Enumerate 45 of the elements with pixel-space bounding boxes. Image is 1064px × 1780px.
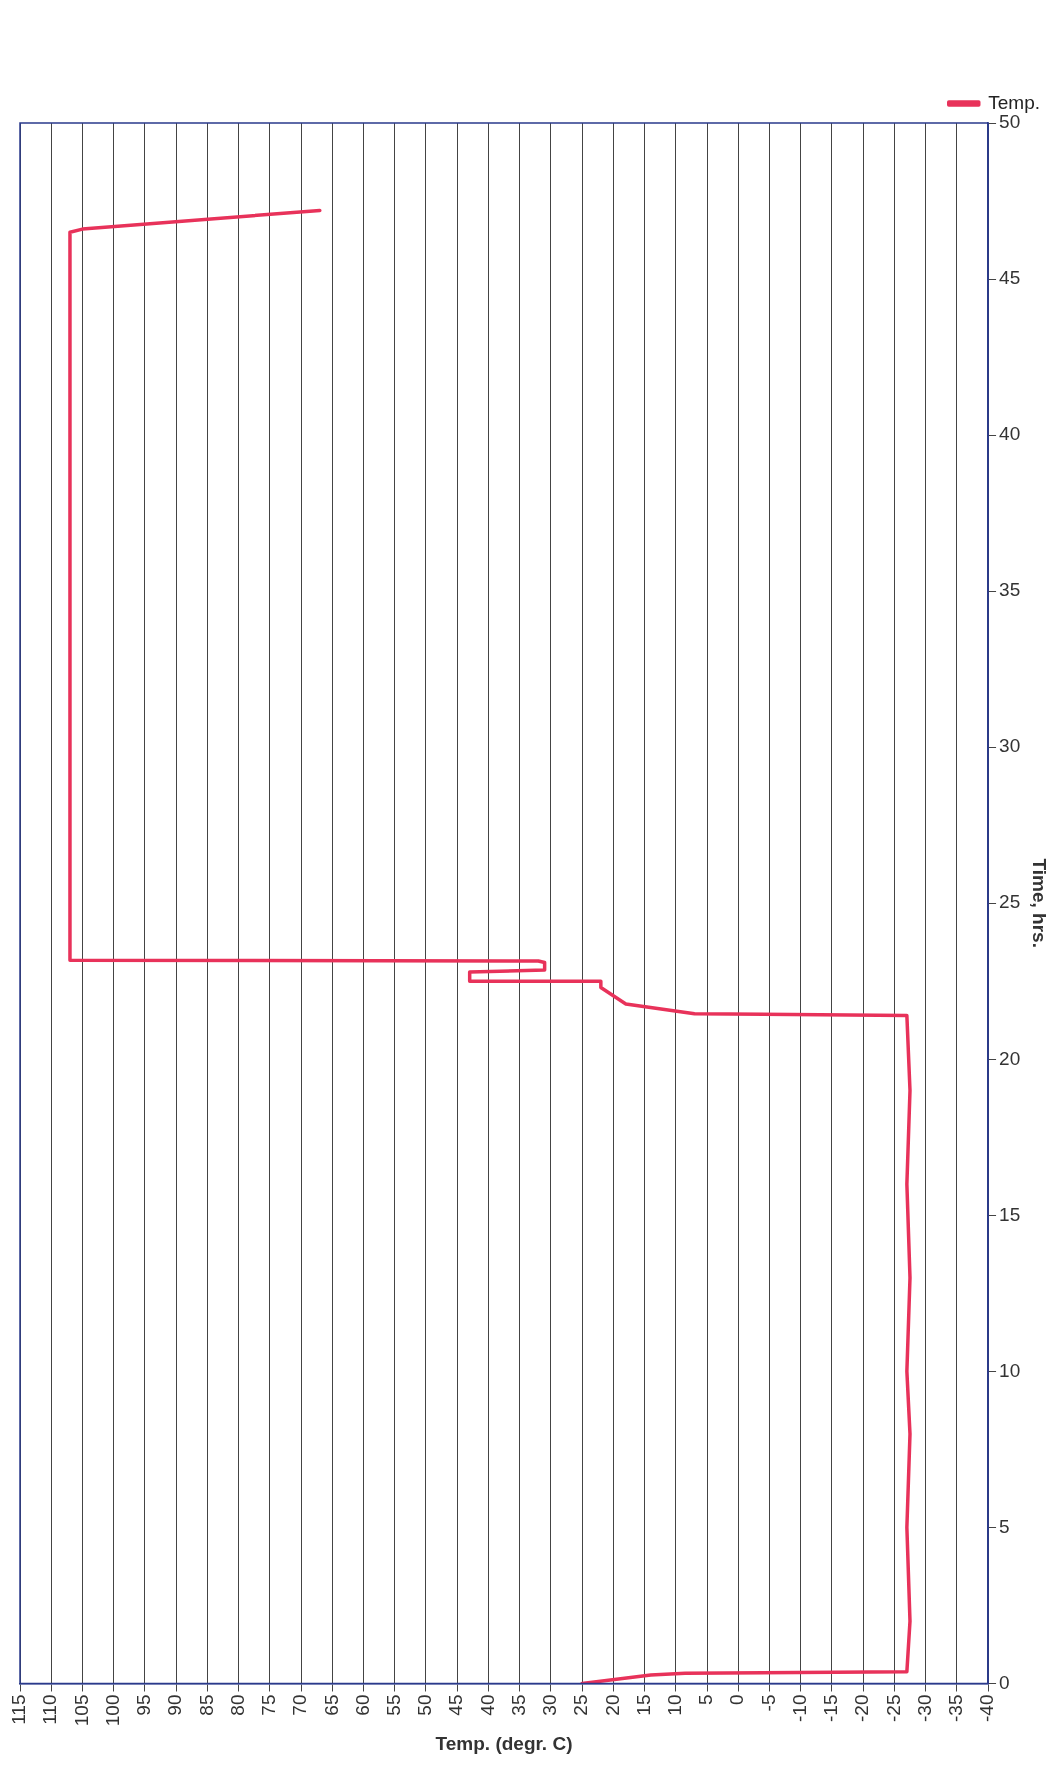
- x-tick-label: -20: [851, 1694, 873, 1722]
- x-tick-label: 90: [164, 1694, 186, 1716]
- x-tick-label: -25: [882, 1694, 904, 1722]
- x-tick-label: 85: [195, 1694, 217, 1716]
- x-tick-label: 10: [664, 1694, 686, 1716]
- x-tick-label: 95: [133, 1694, 155, 1716]
- x-tick-label: 40: [476, 1694, 498, 1716]
- x-tick-label: 20: [601, 1694, 623, 1716]
- y-tick-label: 25: [999, 891, 1021, 913]
- y-tick-label: 20: [999, 1047, 1021, 1069]
- x-tick-label: -40: [976, 1694, 998, 1722]
- x-tick-label: 100: [101, 1694, 123, 1727]
- x-tick-label: 110: [39, 1694, 61, 1725]
- x-tick-label: 45: [445, 1694, 467, 1716]
- x-tick-label: 30: [539, 1694, 561, 1716]
- y-tick-label: 30: [999, 735, 1021, 757]
- x-tick-label: -15: [820, 1694, 842, 1722]
- x-tick-label: 60: [351, 1694, 373, 1716]
- legend-label: Temp.: [988, 91, 1041, 113]
- x-tick-label: 105: [70, 1694, 92, 1727]
- x-tick-label: -30: [913, 1694, 935, 1722]
- x-tick-label: -35: [945, 1694, 967, 1722]
- x-tick-label: 70: [289, 1694, 311, 1716]
- x-tick-label: 25: [570, 1694, 592, 1716]
- y-tick-label: 35: [999, 579, 1021, 601]
- x-tick-label: 55: [382, 1694, 404, 1716]
- y-tick-label: 15: [999, 1203, 1021, 1225]
- x-tick-label: 80: [226, 1694, 248, 1716]
- y-axis-title: Time, hrs.: [1029, 858, 1051, 948]
- x-tick-label: 75: [258, 1694, 280, 1716]
- y-tick-label: 45: [999, 267, 1021, 289]
- x-tick-label: 65: [320, 1694, 342, 1716]
- x-tick-label: 15: [632, 1694, 654, 1716]
- x-tick-label: 0: [726, 1694, 748, 1706]
- y-tick-label: 10: [999, 1359, 1021, 1381]
- x-tick-label: -10: [788, 1694, 810, 1722]
- x-tick-label: 115: [8, 1694, 30, 1725]
- x-tick-label: 5: [695, 1694, 717, 1706]
- x-tick-label: 50: [414, 1694, 436, 1716]
- y-tick-label: 40: [999, 423, 1021, 445]
- y-tick-label: 50: [999, 111, 1021, 133]
- x-tick-label: 35: [507, 1694, 529, 1716]
- x-axis-title: Temp. (degr. C): [435, 1732, 573, 1754]
- y-tick-label: 5: [999, 1515, 1010, 1537]
- x-tick-label: -5: [757, 1694, 779, 1712]
